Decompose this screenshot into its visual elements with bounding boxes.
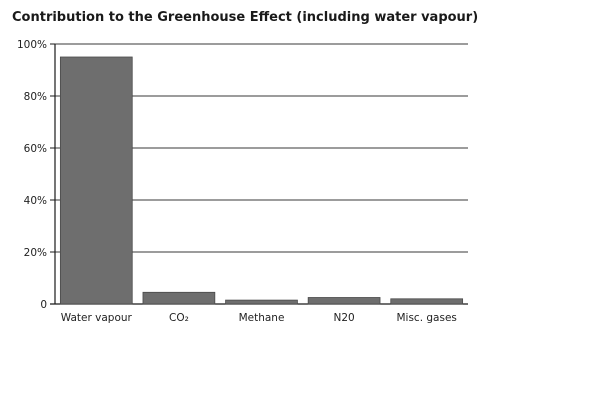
x-tick-label-methane: Methane [239,312,285,324]
x-tick-label-n20: N20 [333,312,354,324]
y-tick-label-20: 20% [24,247,47,259]
y-tick-label-100: 100% [17,39,47,51]
bar-methane [225,299,298,305]
chart-title: Contribution to the Greenhouse Effect (i… [12,10,479,25]
bar-co [142,291,216,305]
y-tick-label-60: 60% [24,143,47,155]
x-tick-label-water-vapour: Water vapour [61,312,133,324]
y-tick-label-80: 80% [24,91,47,103]
y-tick-label-0: 0 [40,299,47,311]
bar-n20 [307,297,381,305]
bar-water-vapour [59,56,133,305]
x-tick-label-misc-gases: Misc. gases [396,312,456,324]
x-tick-label-co: CO₂ [169,312,189,324]
bar-misc-gases [390,298,464,305]
y-tick-label-40: 40% [24,195,47,207]
